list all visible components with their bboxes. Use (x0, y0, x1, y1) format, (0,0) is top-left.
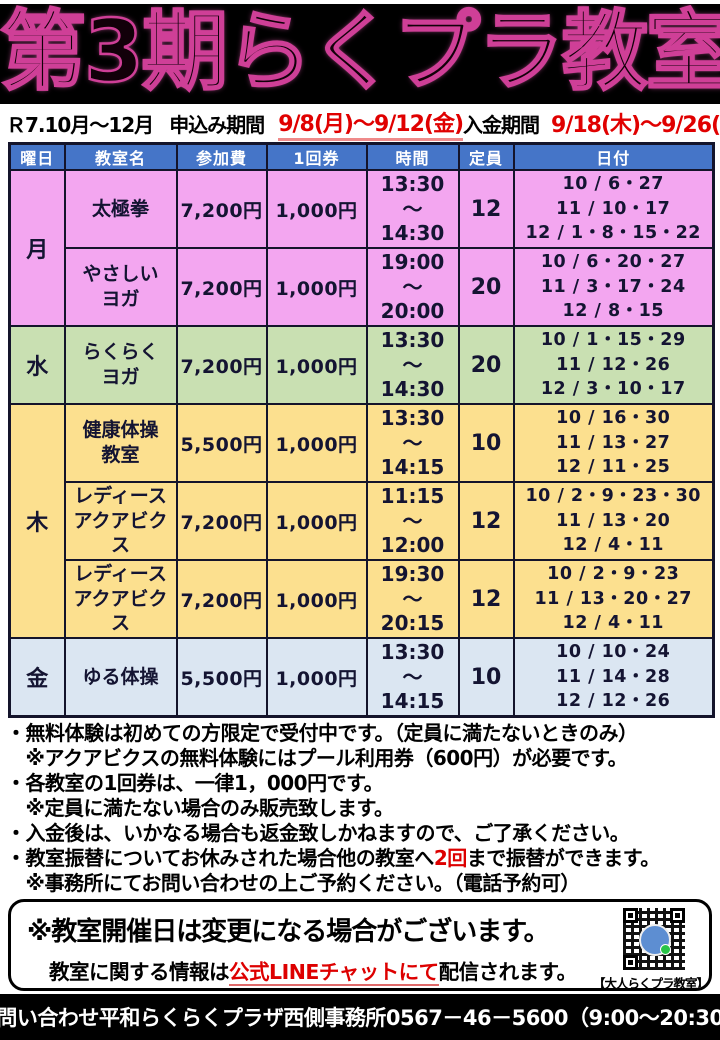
ticket-cell: 1,000円 (265, 559, 368, 639)
day-cell-friday: 金 (8, 637, 66, 718)
fee-cell: 7,200円 (175, 559, 268, 639)
note-ticket-condition: ※定員に満たない場合のみ販売致します。 (6, 796, 394, 820)
qr-finder-icon (670, 908, 685, 923)
note-transfer-prefix: ・教室振替についてお休みされた場合他の教室へ (6, 846, 434, 870)
notice-line2-suffix: 配信されます。 (438, 960, 577, 984)
schedule-table: 曜日 教室名 参加費 1回券 時間 定員 日付 月 太極拳 7,200円 1,0… (8, 142, 715, 718)
col-header-ticket: 1回券 (265, 142, 368, 171)
footer-contact-bar: お問い合わせ 平和らくらくプラザ西側事務所 0567－46－5600（9:00～… (0, 994, 720, 1040)
day-cell-thursday: 木 (8, 403, 66, 639)
qr-finder-icon (623, 955, 638, 970)
line-qr-code (623, 908, 685, 970)
notice-line-chat: 公式LINEチャットにて (229, 960, 439, 986)
term-period: Ｒ7.10月～12月 (6, 112, 154, 137)
class-name-cell: レディース アクアビクス (63, 559, 178, 639)
col-header-day: 曜日 (8, 142, 66, 171)
ticket-cell: 1,000円 (265, 403, 368, 483)
note-free-trial: ・無料体験は初めての方限定で受付中です。（定員に満たないときのみ） (6, 721, 638, 745)
note-transfer-suffix: まで振替ができます。 (466, 846, 661, 870)
dates-cell: 10 / 16・30 11 / 13・27 12 / 11・25 (512, 403, 715, 483)
class-name-cell: ゆる体操 (63, 637, 178, 718)
footer-office-name: 平和らくらくプラザ西側事務所 (98, 1006, 387, 1030)
fee-cell: 7,200円 (175, 481, 268, 561)
notice-box: ※教室開催日は変更になる場合がございます。 教室に関する情報は公式LINEチャッ… (8, 899, 712, 991)
dates-cell: 10 / 6・20・27 11 / 3・17・24 12 / 8・15 (512, 247, 715, 327)
class-name-cell: やさしい ヨガ (63, 247, 178, 327)
table-row-kenko-taiso: 木 健康体操 教室 5,500円 1,000円 13:30 ～ 14:15 10… (8, 403, 715, 639)
ticket-cell: 1,000円 (265, 247, 368, 327)
payment-period-label: 入金期間 (463, 112, 540, 137)
table-row-yasashii-yoga: やさしい ヨガ 7,200円 1,000円 19:00 ～ 20:00 20 1… (10, 247, 715, 327)
table-row-rakuraku-yoga: 水 らくらく ヨガ 7,200円 1,000円 13:30 ～ 14:30 20… (8, 325, 715, 405)
title-band: 第3期らくプラ教室 (0, 4, 720, 104)
note-transfer: ・教室振替についてお休みされた場合他の教室へ2回まで振替ができます。 (6, 846, 716, 871)
ticket-cell: 1,000円 (265, 325, 368, 405)
notice-line-info: 教室に関する情報は公式LINEチャットにて配信されます。 (27, 955, 591, 986)
day-cell-monday: 月 (8, 169, 66, 327)
qr-avatar-icon (639, 924, 671, 956)
note-single-ticket: ・各教室の1回券は、一律1，000円です。 (6, 771, 384, 795)
note-reservation: ※事務所にてお問い合わせの上ご予約ください。（電話予約可） (6, 871, 580, 895)
capacity-cell: 12 (457, 169, 515, 249)
table-row-yuru-taiso: 金 ゆる体操 5,500円 1,000円 13:30 ～ 14:15 10 10… (8, 637, 715, 718)
capacity-cell: 12 (457, 481, 515, 561)
col-header-class: 教室名 (63, 142, 178, 171)
col-header-dates: 日付 (512, 142, 715, 171)
capacity-cell: 10 (457, 637, 515, 718)
time-cell: 11:15 ～ 12:00 (365, 481, 460, 561)
fee-cell: 5,500円 (175, 637, 268, 718)
dates-cell: 10 / 10・24 11 / 14・28 12 / 12・26 (512, 637, 715, 718)
note-pool-ticket: ※アクアビクスの無料体験にはプール利用券（600円）が必要です。 (6, 746, 628, 770)
ticket-cell: 1,000円 (265, 169, 368, 249)
apply-period-label: 申込み期間 (169, 112, 265, 137)
payment-period-dates: 9/18(木)～9/26(金) (551, 113, 720, 138)
apply-period-dates: 9/8(月)～9/12(金) (278, 106, 464, 141)
table-row-taikyokuken: 月 太極拳 7,200円 1,000円 13:30 ～ 14:30 12 10 … (8, 169, 715, 327)
dates-cell: 10 / 1・15・29 11 / 12・26 12 / 3・10・17 (512, 325, 715, 405)
time-cell: 13:30 ～ 14:30 (365, 325, 460, 405)
notice-line2-prefix: 教室に関する情報は (49, 960, 230, 984)
class-name-cell: レディース アクアビクス (63, 481, 178, 561)
notice-schedule-change: ※教室開催日は変更になる場合がございます。 (27, 917, 550, 947)
col-header-time: 時間 (365, 142, 460, 171)
time-cell: 13:30 ～ 14:30 (365, 169, 460, 249)
capacity-cell: 12 (457, 559, 515, 639)
note-no-refund: ・入金後は、いかなる場合も返金致しかねますので、ご了承ください。 (6, 821, 630, 845)
ticket-cell: 1,000円 (265, 481, 368, 561)
fee-cell: 7,200円 (175, 169, 268, 249)
capacity-cell: 10 (457, 403, 515, 483)
notes-section: ・無料体験は初めての方限定で受付中です。（定員に満たないときのみ） ※アクアビク… (0, 718, 720, 896)
capacity-cell: 20 (457, 325, 515, 405)
dates-cell: 10 / 2・9・23・30 11 / 13・20 12 / 4・11 (512, 481, 715, 561)
footer-phone-number: 0567－46－5600（9:00～20:30） (385, 1006, 720, 1030)
table-header-row: 曜日 教室名 参加費 1回券 時間 定員 日付 (8, 142, 715, 171)
time-cell: 19:30 ～ 20:15 (365, 559, 460, 639)
table-row-aquabics-pm: レディース アクアビクス 7,200円 1,000円 19:30 ～ 20:15… (10, 559, 715, 639)
col-header-capacity: 定員 (457, 142, 515, 171)
note-transfer-count: 2回 (433, 846, 467, 870)
dates-cell: 10 / 6・27 11 / 10・17 12 / 1・8・15・22 (512, 169, 715, 249)
subtitle-bar: Ｒ7.10月～12月 申込み期間 9/8(月)～9/12(金) 入金期間 9/1… (0, 104, 720, 142)
fee-cell: 7,200円 (175, 325, 268, 405)
class-name-cell: 健康体操 教室 (63, 403, 178, 483)
ticket-cell: 1,000円 (265, 637, 368, 718)
qr-online-badge-icon (660, 944, 671, 955)
day-cell-wednesday: 水 (8, 325, 66, 405)
dates-cell: 10 / 2・9・23 11 / 13・20・27 12 / 4・11 (512, 559, 715, 639)
footer-contact-label: お問い合わせ (0, 1006, 99, 1030)
class-name-cell: らくらく ヨガ (63, 325, 178, 405)
capacity-cell: 20 (457, 247, 515, 327)
col-header-fee: 参加費 (175, 142, 268, 171)
fee-cell: 5,500円 (175, 403, 268, 483)
time-cell: 19:00 ～ 20:00 (365, 247, 460, 327)
time-cell: 13:30 ～ 14:15 (365, 403, 460, 483)
page-title: 第3期らくプラ教室 (0, 4, 720, 102)
class-name-cell: 太極拳 (63, 169, 178, 249)
qr-caption: 【大人らくプラ教室】 (593, 976, 709, 991)
fee-cell: 7,200円 (175, 247, 268, 327)
table-row-aquabics-am: レディース アクアビクス 7,200円 1,000円 11:15 ～ 12:00… (10, 481, 715, 561)
time-cell: 13:30 ～ 14:15 (365, 637, 460, 718)
qr-finder-icon (623, 908, 638, 923)
